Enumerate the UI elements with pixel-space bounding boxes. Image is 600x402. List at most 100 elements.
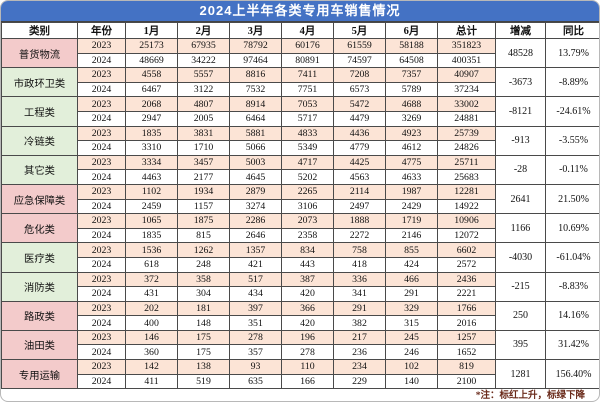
data-cell: 146 [125, 329, 178, 346]
data-cell: 5717 [281, 110, 334, 127]
category-cell: 市政环卫类 [1, 67, 78, 98]
data-cell: 360 [125, 344, 178, 361]
data-cell: 1875 [177, 213, 230, 229]
data-cell: 4923 [385, 125, 438, 142]
col-header-year: 年份 [77, 22, 126, 39]
col-header-may: 5月 [333, 22, 386, 39]
data-cell: 138 [177, 359, 230, 375]
data-cell: 2024 [77, 52, 126, 69]
data-cell: 387 [281, 271, 334, 288]
data-cell: 248 [177, 256, 230, 273]
change-cell: -28 [495, 154, 546, 185]
data-cell: 2023 [77, 329, 126, 346]
data-cell: 1934 [177, 183, 230, 200]
data-cell: 97464 [229, 52, 282, 69]
data-cell: 4425 [333, 154, 386, 171]
col-header-total: 总计 [437, 22, 496, 39]
data-cell: 341 [333, 286, 386, 302]
table-row-2024: 2024 1835 815 2646 2358 2272 2146 12072 [2, 227, 600, 244]
change-cell: 395 [495, 329, 546, 361]
data-cell: 291 [333, 300, 386, 317]
table-row-2023: 应急保障类 2023 1102 1934 2879 2265 2114 1987 12281 26… [1, 183, 599, 215]
change-cell: 2641 [495, 183, 546, 215]
data-cell: 4645 [229, 169, 282, 185]
data-cell: 236 [333, 344, 386, 361]
data-cell: 6573 [333, 81, 386, 98]
data-cell: 5881 [229, 125, 282, 142]
data-cell: 6602 [437, 242, 496, 258]
footnote: *注：标红上升，标绿下降 [475, 391, 585, 402]
table-row-2023: 工程类 2023 2068 4807 8914 7053 5472 4688 33002 -812… [1, 96, 599, 127]
data-cell: 7751 [281, 81, 334, 98]
data-cell: 4612 [385, 140, 438, 156]
data-cell: 102 [385, 359, 438, 375]
data-cell: 420 [281, 315, 334, 331]
data-cell: 142 [125, 359, 178, 375]
data-cell: 2459 [125, 198, 178, 215]
category-cell: 专用运输 [1, 359, 78, 390]
yoy-cell: -8.83% [545, 271, 599, 302]
data-cell: 1766 [437, 300, 496, 317]
data-cell: 4558 [125, 67, 178, 83]
data-cell: 196 [281, 329, 334, 346]
data-cell: 1987 [385, 183, 438, 200]
data-cell: 34222 [177, 52, 230, 69]
data-cell: 1102 [125, 183, 178, 200]
data-cell: 2358 [281, 227, 334, 244]
yoy-cell: -3.55% [545, 125, 599, 156]
data-cell: 1262 [177, 242, 230, 258]
col-header-feb: 2月 [177, 22, 230, 39]
data-cell: 819 [437, 359, 496, 375]
data-cell: 2024 [77, 169, 126, 185]
data-cell: 7532 [229, 81, 282, 98]
table-row-2024: 2024 2947 2005 6464 5717 4479 3269 24881 [2, 110, 600, 127]
col-header-change: 增减 [495, 22, 546, 39]
data-cell: 329 [385, 300, 438, 317]
col-header-jan: 1月 [125, 22, 178, 39]
data-cell: 181 [177, 300, 230, 317]
table-row-2023: 路政类 2023 202 181 397 366 291 329 1766 250 14.16% [1, 300, 599, 331]
data-cell: 2024 [77, 373, 126, 390]
data-cell: 2024 [77, 227, 126, 244]
data-cell: 78792 [229, 38, 282, 54]
data-cell: 166 [281, 373, 334, 390]
data-cell: 24826 [437, 140, 496, 156]
table-row-2024: 2024 411 519 635 166 229 140 2100 [2, 373, 600, 390]
data-cell: 5349 [281, 140, 334, 156]
data-cell: 12281 [437, 183, 496, 200]
data-cell: 4833 [281, 125, 334, 142]
data-cell: 2005 [177, 110, 230, 127]
col-header-jun: 6月 [385, 22, 438, 39]
data-cell: 519 [177, 373, 230, 390]
data-cell: 4807 [177, 96, 230, 112]
yoy-cell: -24.61% [545, 96, 599, 127]
yoy-cell: -61.04% [545, 242, 599, 273]
data-cell: 2024 [77, 256, 126, 273]
yoy-cell: 14.16% [545, 300, 599, 331]
data-cell: 3106 [281, 198, 334, 215]
category-cell: 消防类 [1, 271, 78, 302]
data-cell: 25711 [437, 154, 496, 171]
category-cell: 医疗类 [1, 242, 78, 273]
data-cell: 3831 [177, 125, 230, 142]
data-cell: 366 [281, 300, 334, 317]
page-title: 2024上半年各类专用车销售情况 [1, 1, 599, 22]
data-cell: 1536 [125, 242, 178, 258]
data-cell: 351823 [437, 38, 496, 54]
data-cell: 397 [229, 300, 282, 317]
data-cell: 175 [177, 329, 230, 346]
yoy-cell: -8.89% [545, 67, 599, 98]
data-cell: 358 [177, 271, 230, 288]
data-cell: 2023 [77, 125, 126, 142]
category-cell: 普货物流 [1, 37, 78, 69]
data-cell: 67935 [177, 38, 230, 54]
data-cell: 336 [333, 271, 386, 288]
col-header-yoy: 同比 [545, 22, 599, 39]
data-cell: 2879 [229, 183, 282, 200]
data-cell: 234 [333, 359, 386, 375]
data-cell: 2221 [437, 286, 496, 302]
data-cell: 5066 [229, 140, 282, 156]
table-row-2023: 专用运输 2023 142 138 93 110 234 102 819 1281 156.40% [1, 359, 599, 390]
change-cell: 250 [495, 300, 546, 331]
data-cell: 7208 [333, 67, 386, 83]
